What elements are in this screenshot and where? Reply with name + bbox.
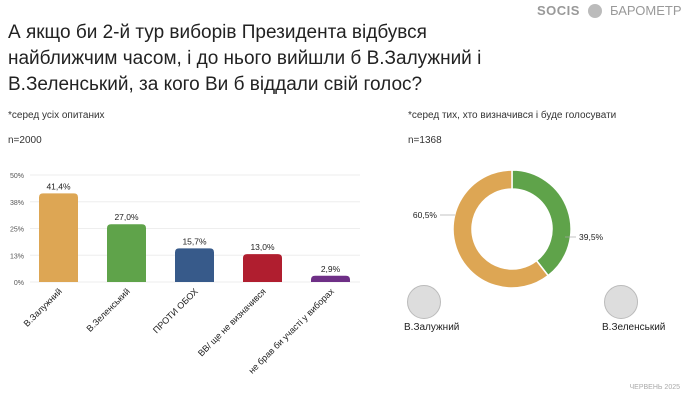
- y-tick-label: 0%: [14, 280, 24, 287]
- legend-zaluzhnyi: В.Залужний: [404, 322, 460, 333]
- bar: [243, 254, 282, 282]
- page-title: А якщо би 2-й тур виборів Президента від…: [8, 22, 482, 95]
- donut-n: n=1368: [408, 135, 442, 146]
- x-tick-label: ПРОТИ ОБОХ: [151, 286, 200, 335]
- data-label: 15,7%: [182, 236, 207, 246]
- bar-note: *серед усіх опитаних: [8, 110, 105, 121]
- logo-icon: [587, 3, 602, 18]
- bar-n: n=2000: [8, 135, 42, 146]
- footer-date: ЧЕРВЕНЬ 2025: [629, 384, 680, 391]
- data-label: 27,0%: [114, 212, 139, 222]
- x-tick-label: ВВ/ ще не визначився: [196, 286, 268, 358]
- donut-note: *серед тих, хто визначився і буде голосу…: [408, 110, 617, 121]
- x-tick-label: В.Зеленський: [84, 286, 131, 333]
- data-label: 2,9%: [321, 264, 341, 274]
- bar: [311, 275, 350, 282]
- y-tick-label: 13%: [10, 253, 24, 260]
- x-tick-label: В.Залужний: [22, 286, 64, 328]
- data-label: 41,4%: [46, 181, 71, 191]
- bar: [107, 224, 146, 282]
- product-name: БАРОМЕТР: [609, 3, 682, 18]
- zaluzhnyi-photo: [407, 285, 441, 319]
- donut-slice: [511, 169, 572, 277]
- bar: [175, 248, 214, 282]
- y-tick-label: 38%: [10, 200, 24, 207]
- brand-logo: SOCIS: [537, 3, 580, 18]
- legend-zelensky: В.Зеленський: [602, 322, 666, 333]
- y-tick-label: 25%: [10, 227, 24, 234]
- bar: [39, 193, 78, 282]
- data-label: 13,0%: [250, 242, 275, 252]
- logo: SOCIS БАРОМЕТР: [537, 3, 682, 18]
- donut-slice: [452, 169, 550, 289]
- zelensky-photo: [604, 285, 638, 319]
- data-label: 39,5%: [579, 232, 604, 242]
- y-tick-label: 50%: [10, 173, 24, 180]
- data-label: 60,5%: [413, 210, 438, 220]
